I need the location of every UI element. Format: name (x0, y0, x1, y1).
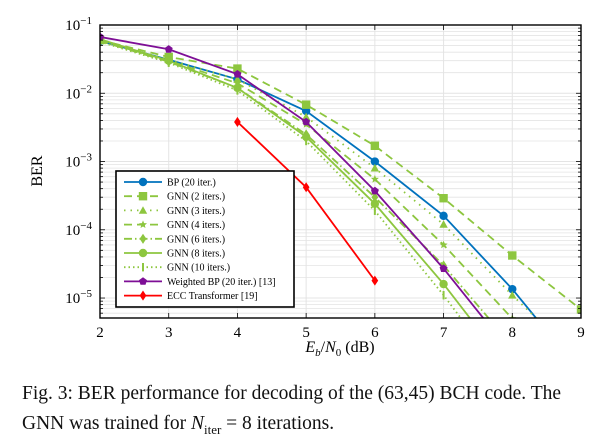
legend-label: GNN (4 iters.) (167, 220, 225, 231)
y-tick-label: 10−3 (65, 152, 92, 171)
caption-text: Fig. 3: BER performance for decoding of … (22, 383, 562, 434)
legend-label: GNN (8 iters.) (167, 249, 225, 260)
y-axis-label: BER (29, 155, 46, 186)
y-tick-label: 10−2 (65, 83, 92, 102)
y-tick-label: 10−4 (65, 220, 92, 239)
data-point (509, 341, 516, 351)
caption-math: N (190, 413, 204, 434)
caption-math-sub: iter (203, 421, 222, 437)
data-point (234, 116, 241, 127)
x-tick-label: 2 (96, 325, 104, 341)
series-7 (100, 32, 516, 358)
data-point (370, 163, 380, 172)
data-point (301, 100, 311, 109)
data-point (508, 284, 517, 294)
legend-marker (138, 177, 148, 187)
data-point (167, 58, 170, 67)
legend-marker (139, 290, 147, 301)
data-point (370, 186, 379, 195)
x-tick-label: 6 (371, 325, 379, 341)
x-tick-label: 4 (234, 325, 242, 341)
data-point (439, 279, 448, 289)
legend-label: GNN (3 iters.) (167, 206, 225, 217)
legend: BP (20 iter.) GNN (2 iters.) GNN (3 iters.… (115, 170, 295, 308)
data-point (236, 86, 239, 95)
data-point (370, 175, 379, 183)
data-point (439, 220, 448, 228)
legend-marker (142, 263, 144, 272)
ticks: 2 3 4 5 6 7 8 9 10−1 10−2 10−3 10−4 10−5 (65, 15, 584, 341)
data-point (508, 291, 517, 299)
series-group (100, 32, 585, 377)
caption-suffix: iterations. (251, 413, 335, 434)
y-tick-label: 10−5 (65, 288, 92, 307)
series-line (100, 39, 581, 311)
figure-caption: Fig. 3: BER performance for decoding of … (22, 379, 597, 445)
data-point (373, 206, 376, 215)
data-point (100, 32, 104, 41)
x-tick-label: 3 (165, 325, 173, 341)
data-point (577, 369, 585, 377)
data-point (508, 251, 517, 260)
data-point (305, 136, 308, 146)
data-point (370, 141, 380, 150)
plot-frame (99, 24, 582, 319)
data-point (301, 112, 311, 121)
legend-label: GNN (10 iters.) (167, 263, 230, 274)
legend-label: BP (20 iter.) (167, 178, 216, 189)
legend-label: Weighted BP (20 iter.) [13] (167, 277, 276, 288)
x-tick-label: 7 (440, 325, 448, 341)
data-point (370, 199, 380, 209)
data-point (302, 182, 310, 193)
data-point (302, 117, 311, 126)
ber-chart: 2 3 4 5 6 7 8 9 10−1 10−2 10−3 10−4 10−5 BP (20 iter… (29, 15, 585, 377)
legend-label: GNN (6 iters.) (167, 234, 225, 245)
legend-label: ECC Transformer [19] (167, 291, 258, 302)
caption-math-rest: = 8 (221, 413, 252, 434)
x-tick-label: 9 (577, 325, 585, 341)
x-tick-label: 8 (509, 325, 517, 341)
data-point (371, 275, 379, 286)
legend-marker (138, 248, 148, 258)
data-point (370, 157, 380, 166)
legend-marker (139, 277, 147, 285)
data-point (442, 291, 445, 300)
data-point (508, 369, 516, 377)
data-point (371, 192, 379, 203)
series-line (100, 40, 538, 318)
legend-marker (139, 220, 147, 228)
data-point (439, 194, 448, 203)
data-point (439, 264, 448, 272)
x-tick-label: 5 (302, 325, 310, 341)
data-point (233, 64, 242, 73)
data-point (577, 357, 585, 365)
legend-marker (138, 192, 148, 201)
data-point (439, 211, 448, 221)
legend-marker (139, 233, 147, 244)
data-point (233, 75, 242, 83)
data-point (233, 70, 242, 78)
grid (99, 24, 582, 318)
legend-label: GNN (2 iters.) (167, 192, 225, 203)
data-point (508, 350, 516, 358)
y-tick-label: 10−1 (65, 15, 92, 34)
series-8 (234, 116, 379, 286)
legend-marker (138, 206, 148, 214)
data-point (576, 305, 581, 314)
x-axis-label: Eb/N0 (dB) (304, 339, 374, 359)
data-point (164, 45, 173, 53)
data-point (439, 240, 448, 249)
